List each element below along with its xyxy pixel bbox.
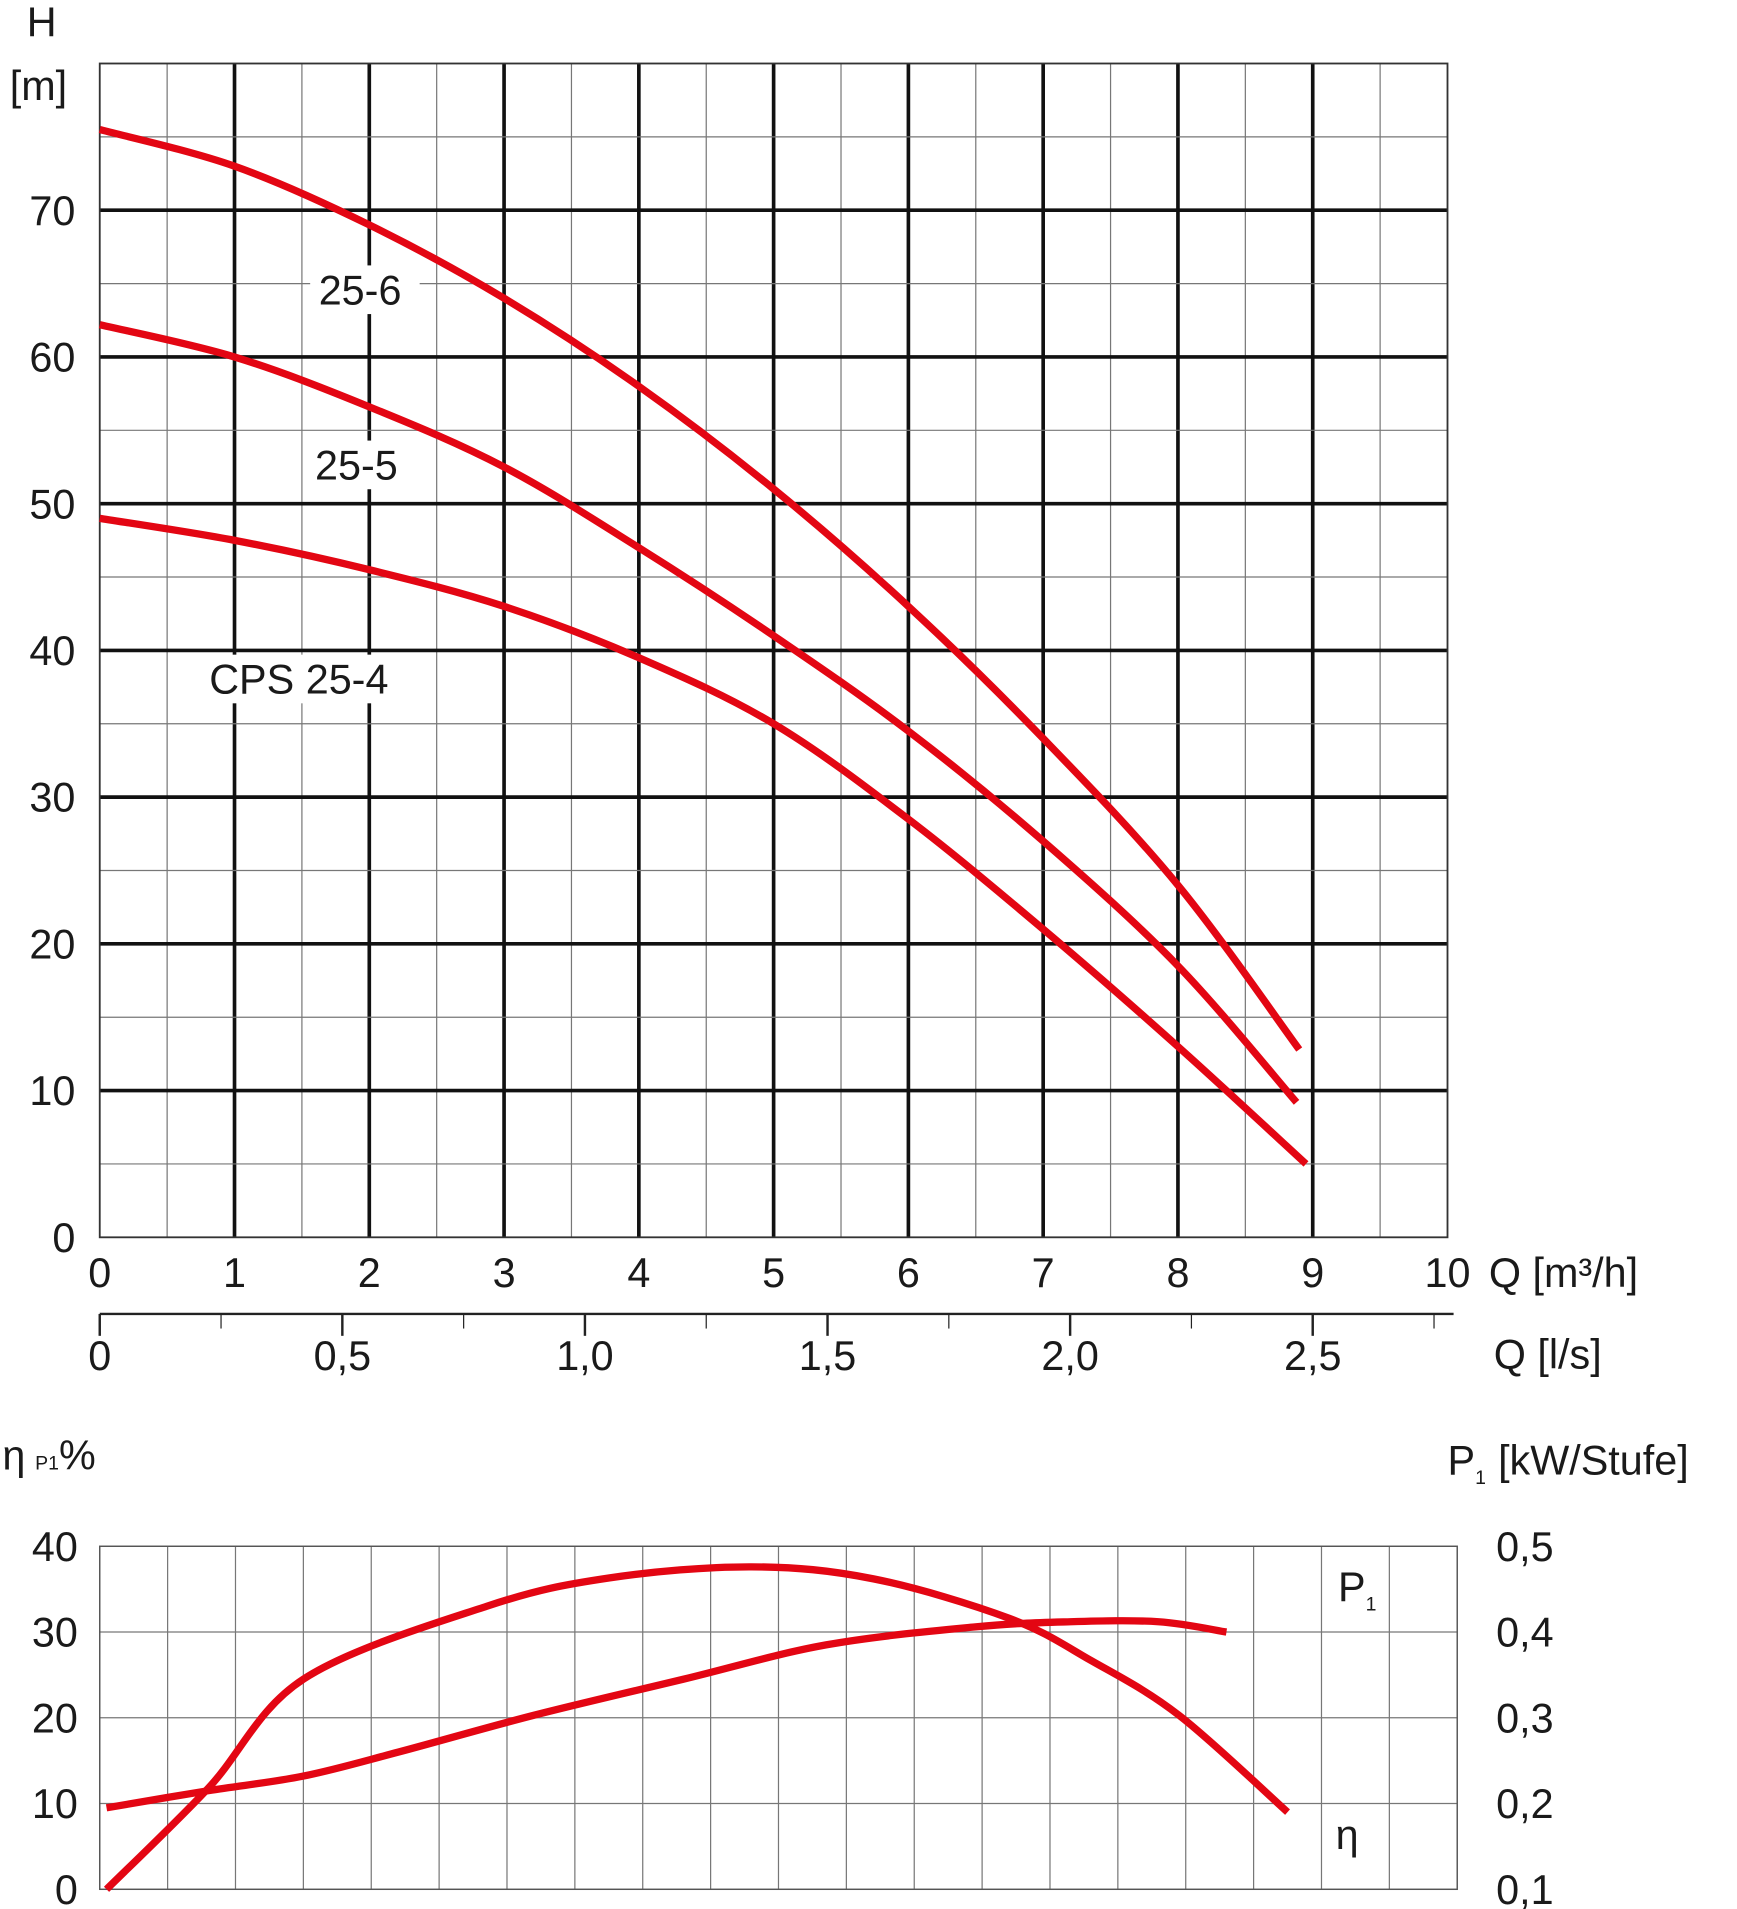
right-y-tick-label: 0,3	[1496, 1695, 1553, 1741]
right-axis-label-p1: P1 [kW/Stufe]	[1448, 1438, 1689, 1490]
right-y-tick-label: 0,5	[1496, 1524, 1553, 1570]
curve-label-eta: η	[1336, 1812, 1359, 1858]
plot-frame	[98, 62, 1449, 1239]
y-tick-label: 20	[29, 921, 75, 967]
x-tick-label: 1	[223, 1250, 246, 1296]
left-y-tick-label: 40	[32, 1524, 78, 1570]
y-tick-label: 60	[29, 335, 75, 381]
label-25-6: 25-6	[319, 267, 402, 313]
x-tick-label: 0	[88, 1250, 111, 1296]
left-y-tick-label: 20	[32, 1695, 78, 1741]
x2-tick-label: 2,5	[1284, 1333, 1341, 1379]
x-tick-label: 4	[627, 1250, 650, 1296]
curve-25-6	[98, 126, 1303, 1052]
y-tick-label: 40	[29, 628, 75, 674]
left-y-tick-label: 0	[55, 1867, 78, 1909]
series-label-25-5: 25-5	[306, 440, 417, 490]
x-tick-label: 7	[1032, 1250, 1055, 1296]
curve-25-5	[98, 321, 1300, 1105]
x-tick-label: 6	[897, 1250, 920, 1296]
left-y-tick-label: 10	[32, 1781, 78, 1827]
x-tick-label: 2	[358, 1250, 381, 1296]
head-curves	[98, 126, 1309, 1167]
curve-cps-25-4	[99, 514, 1309, 1167]
label-25-5: 25-5	[315, 443, 398, 489]
right-y-tick-label: 0,1	[1496, 1867, 1553, 1909]
y-tick-label: 10	[29, 1068, 75, 1114]
right-y-tick-label: 0,4	[1496, 1610, 1553, 1656]
y-tick-label: 0	[52, 1215, 75, 1261]
x-axis-label-ls: Q [l/s]	[1494, 1332, 1602, 1378]
x2-tick-label: 1,5	[799, 1333, 856, 1379]
efficiency-chart-grid: 0 10 20 30 40 0,1 0,2 0,3 0,4 0,5	[32, 1524, 1554, 1909]
x2-tick-label: 2,0	[1041, 1333, 1098, 1379]
left-axis-label-eta: η P1%	[2, 1433, 95, 1479]
efficiency-power-curves	[103, 1563, 1290, 1892]
left-y-tick-label: 30	[32, 1610, 78, 1656]
x2-tick-label: 0	[88, 1333, 111, 1379]
head-chart-grid: 0 1 2 3 4 5 6 7 8 9 10 0 10 20 30 40 50 60 70 0 0,5 1,0 1,5 2,0…	[29, 62, 1471, 1379]
curve-p1	[105, 1617, 1228, 1812]
x-tick-label: 3	[493, 1250, 516, 1296]
x2-tick-label: 0,5	[314, 1333, 371, 1379]
x-tick-label: 8	[1166, 1250, 1189, 1296]
x-axis-label-m3h: Q [m³/h]	[1489, 1250, 1638, 1296]
x-tick-label: 5	[762, 1250, 785, 1296]
y-axis-label-h: H	[27, 0, 57, 46]
series-label-cps-25-4: CPS 25-4	[200, 654, 414, 704]
label-cps-25-4: CPS 25-4	[209, 657, 388, 703]
y-tick-label: 50	[29, 481, 75, 527]
series-label-25-6: 25-6	[310, 265, 420, 315]
curve-eta	[103, 1563, 1290, 1892]
y-tick-label: 70	[29, 188, 75, 234]
x-tick-label: 10	[1425, 1250, 1471, 1296]
curve-label-p1: P1	[1338, 1564, 1376, 1616]
x2-tick-label: 1,0	[556, 1333, 613, 1379]
right-y-tick-label: 0,2	[1496, 1781, 1553, 1827]
y-tick-label: 30	[29, 775, 75, 821]
x-tick-label: 9	[1301, 1250, 1324, 1296]
y-axis-unit-m: [m]	[10, 63, 67, 109]
plot-frame	[99, 1545, 1458, 1891]
